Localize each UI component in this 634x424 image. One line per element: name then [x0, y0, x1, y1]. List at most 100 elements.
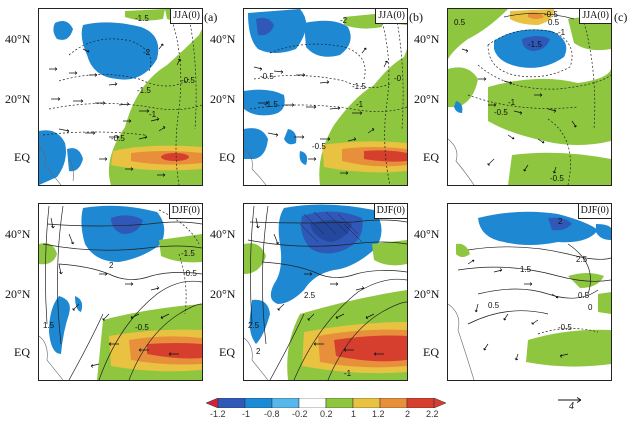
contour-label: -1: [508, 98, 516, 107]
contour-label: 0.5: [578, 291, 590, 300]
lat-label-40n-a-bot: 40°N: [5, 227, 31, 241]
shading-positive-warm: [322, 141, 407, 173]
shading-positive-light: [456, 243, 611, 367]
contour-label: 1.5: [43, 321, 55, 330]
colorbar-tick: 1: [351, 409, 357, 419]
shading-negative: [478, 211, 611, 245]
contour-lines: [467, 14, 611, 185]
hatching: [299, 211, 363, 243]
map-panel-c-djf: 2 1.5 2.5 0.5 0.5 0 -0.5 DJF(0): [447, 203, 612, 381]
contour-label: -0.5: [260, 72, 274, 81]
colorbar-swatch: [298, 398, 327, 408]
lat-label-40n-c-bot: 40°N: [414, 227, 440, 241]
colorbar-tick: -0.2: [292, 409, 308, 419]
shading-positive-warm: [302, 322, 407, 374]
shading-negative-darkest: [310, 220, 352, 242]
reference-vector-value: 4: [569, 401, 574, 412]
contour-label: -0.5: [181, 76, 195, 85]
contour-label: -1.5: [135, 14, 149, 23]
contour-label: 2: [109, 261, 114, 270]
contour-label: -1: [344, 369, 352, 378]
contour-label: -2: [340, 16, 348, 25]
contour-lines-dashed: [537, 328, 599, 335]
season-label: JJA(0): [579, 9, 611, 24]
panel-label-c: (c): [614, 10, 628, 24]
contour-label: -2: [143, 48, 151, 57]
colorbar-swatch: [406, 398, 435, 408]
contour-lines: [249, 14, 407, 185]
coastline: [244, 148, 267, 185]
map-panel-b-djf: 2.5 2.5 2 -1 DJF(0): [243, 203, 408, 381]
contour-label: 0: [588, 303, 593, 312]
contour-lines: [247, 205, 407, 380]
lat-label-eq-c-top: EQ: [423, 150, 439, 164]
colorbar-swatch: [271, 398, 300, 408]
coastline: [39, 335, 64, 380]
lat-label-40n-a-top: 40°N: [5, 32, 31, 46]
shading-negative: [39, 21, 159, 185]
contour-label: -0.5: [312, 142, 326, 151]
contour-label: -1.5: [528, 40, 542, 49]
contour-lines-solid: [503, 13, 575, 20]
contour-label: 2.5: [304, 291, 316, 300]
contour-label: -1: [356, 100, 364, 109]
panel-label-b: (b): [409, 10, 423, 24]
contour-label: -1: [149, 110, 157, 119]
wind-vectors: [50, 217, 179, 368]
contour-label: -0.5: [558, 323, 572, 332]
lat-label-eq-a-bot: EQ: [14, 345, 30, 359]
contour-label: 2.5: [248, 321, 260, 330]
coastline: [244, 337, 269, 380]
reference-vector-arrow: [558, 397, 582, 403]
season-label: DJF(0): [577, 204, 611, 219]
contour-label: -1.5: [264, 100, 278, 109]
lat-label-eq-b-bot: EQ: [219, 345, 235, 359]
coastline: [39, 146, 74, 185]
lat-label-20n-b-bot: 20°N: [210, 287, 236, 301]
wind-vectors: [467, 259, 569, 361]
lat-label-20n-a-bot: 20°N: [5, 287, 31, 301]
colorbar-left-triangle: [206, 398, 219, 408]
season-label: JJA(0): [170, 9, 202, 24]
lat-label-eq-a-top: EQ: [14, 150, 30, 164]
contour-label: 0.5: [454, 18, 466, 27]
contour-label: -0: [394, 74, 402, 83]
colorbar-tick: 2: [405, 409, 411, 419]
map-panel-c-jja: 0.5 -0.5 0.5 -1.5 -1 -1 -0.5 -0.5 JJA(0): [447, 8, 612, 186]
season-label: DJF(0): [168, 204, 202, 219]
contour-label: -0.5: [550, 174, 564, 183]
lat-label-20n-c-top: 20°N: [414, 92, 440, 106]
colorbar-swatch: [352, 398, 381, 408]
coastline: [448, 138, 475, 185]
shading-positive-warm: [109, 329, 202, 372]
contour-label: -0.5: [494, 108, 508, 117]
shading-negative-dark: [111, 215, 143, 234]
lat-label-40n-b-bot: 40°N: [210, 227, 236, 241]
contour-label: 2.5: [576, 255, 588, 264]
colorbar-swatch: [325, 398, 354, 408]
colorbar-tick: -0.8: [264, 409, 280, 419]
wind-vectors: [253, 47, 389, 175]
lat-label-20n-c-bot: 20°N: [414, 287, 440, 301]
shading-negative-dark: [548, 217, 572, 231]
shading-negative-dark: [522, 36, 550, 51]
season-label: JJA(0): [375, 9, 407, 24]
contour-label: -0.5: [111, 134, 125, 143]
panel-label-a: (a): [204, 10, 218, 24]
season-label: DJF(0): [373, 204, 407, 219]
contour-label: 2: [256, 347, 261, 356]
wind-vectors: [255, 217, 384, 356]
lat-label-20n-b-top: 20°N: [210, 92, 236, 106]
lat-label-20n-a-top: 20°N: [5, 92, 31, 106]
contour-label: -1.5: [137, 86, 151, 95]
colorbar-tick: -1.2: [210, 409, 226, 419]
colorbar-right-triangle: [433, 398, 446, 408]
colorbar-swatch: [379, 398, 408, 408]
colorbar-tick: 1.2: [372, 409, 385, 419]
contour-label: -0.5: [544, 10, 558, 19]
shading-positive-warm: [111, 145, 202, 171]
colorbar-tick: 2.2: [426, 409, 439, 419]
lat-label-eq-b-top: EQ: [219, 150, 235, 164]
contour-label: 1.5: [520, 265, 532, 274]
wind-vectors: [49, 43, 182, 177]
